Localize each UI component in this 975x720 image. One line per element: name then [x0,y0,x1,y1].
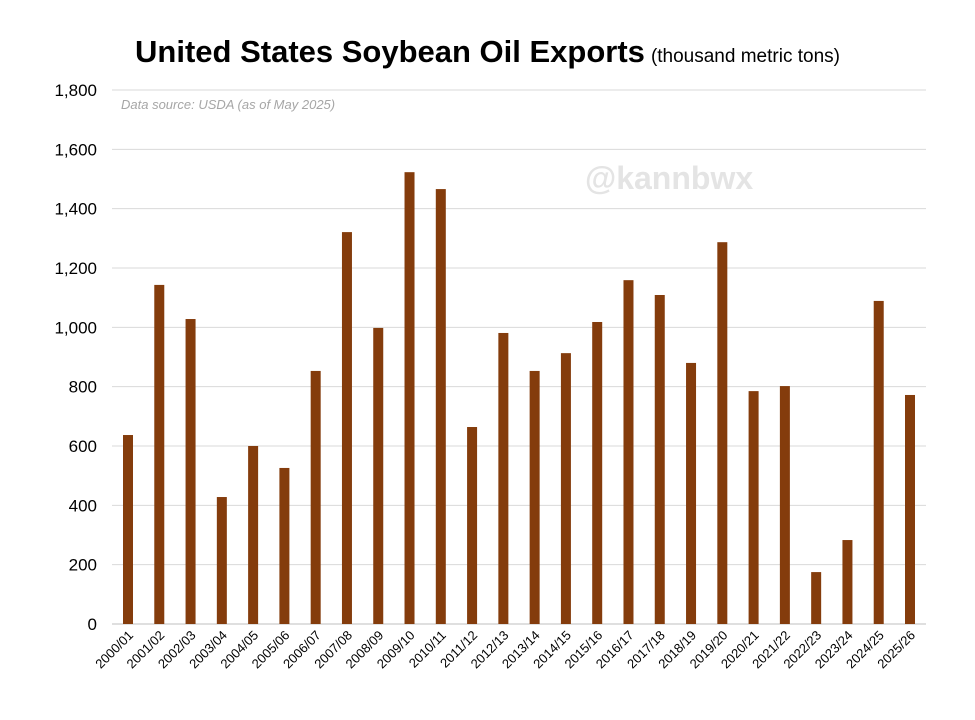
chart-unit-label: (thousand metric tons) [650,46,840,67]
y-tick-label: 200 [69,556,97,575]
bar-2025-26 [905,394,915,624]
bar-2009-10 [404,172,415,624]
watermark: @kannbwx [585,160,754,196]
y-tick-label: 1,000 [54,318,97,337]
bar-2005-06 [279,467,290,624]
bar-2022-23 [811,572,822,624]
bar-2017-18 [654,294,665,624]
bar-2000-01 [123,435,133,624]
bar-2001-02 [154,284,165,624]
bar-2019-20 [717,242,728,624]
y-tick-label: 1,400 [54,200,97,219]
bar-2016-17 [623,280,634,624]
bar-2021-22 [779,386,790,624]
y-tick-label: 600 [69,437,97,456]
bar-2002-03 [185,319,196,624]
bar-2011-12 [467,427,478,624]
source-note: Data source: USDA (as of May 2025) [121,97,336,112]
bar-2006-07 [310,370,321,624]
y-tick-label: 1,200 [54,259,97,278]
y-tick-label: 1,600 [54,140,97,159]
y-tick-label: 0 [88,615,97,634]
y-tick-label: 1,800 [54,81,97,100]
bar-2008-09 [373,327,384,624]
bar-2023-24 [842,540,853,624]
y-tick-label: 400 [69,496,97,515]
chart-title: United States Soybean Oil Exports (thousa… [0,34,975,70]
bar-2004-05 [248,446,259,624]
y-tick-label: 800 [69,378,97,397]
bar-2010-11 [435,189,446,624]
bar-2018-19 [686,362,697,624]
bar-2013-14 [529,370,540,624]
bar-2020-21 [748,391,759,624]
bar-2015-16 [592,321,603,624]
bar-2003-04 [216,497,227,624]
bar-2014-15 [560,353,571,624]
bar-2012-13 [498,332,509,624]
bar-2024-25 [873,300,884,624]
bar-2007-08 [341,232,352,624]
chart-title-main: United States Soybean Oil Exports [135,34,645,69]
